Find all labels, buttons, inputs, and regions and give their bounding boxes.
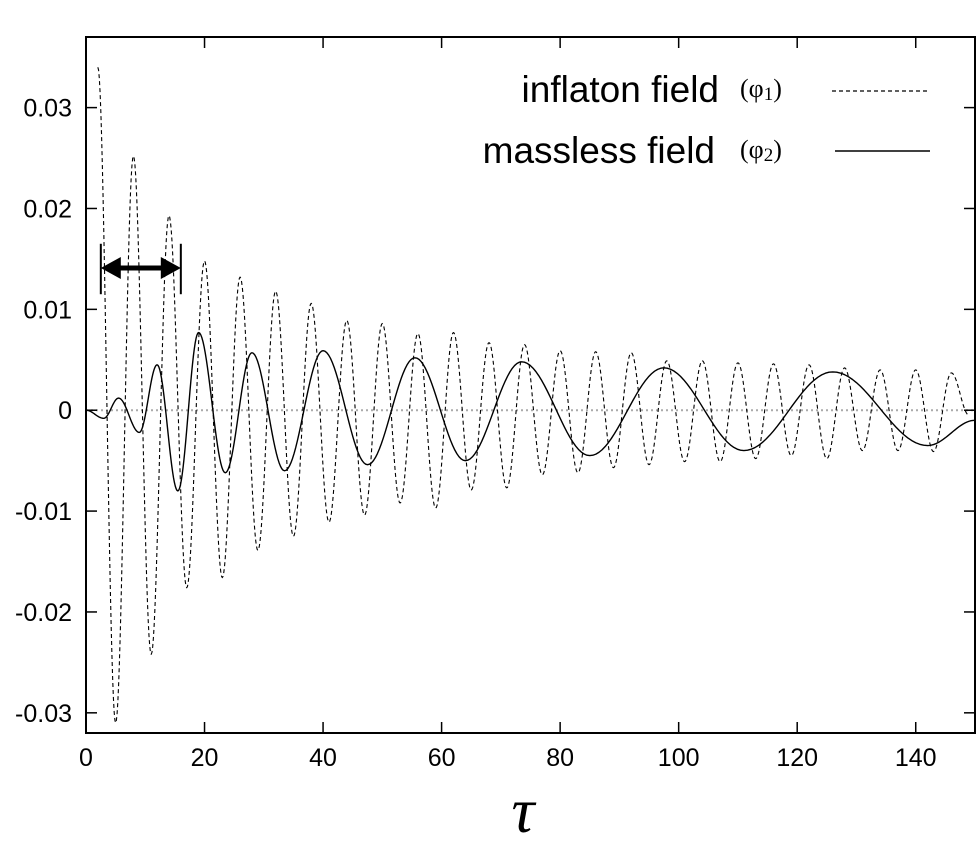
tick-labels: 0 20 40 60 80 100 120 140 -0.03 -0.02 -0.01 0 0.01 0.…	[15, 95, 937, 772]
y-tick-label: 0.01	[23, 296, 72, 324]
x-tick-label: 120	[776, 744, 818, 772]
series-line-massless	[85, 331, 976, 492]
x-tick-label: 20	[191, 744, 219, 772]
x-tick-label: 100	[658, 744, 700, 772]
legend-label-massless: massless field	[483, 130, 715, 171]
x-tick-label: 80	[546, 744, 574, 772]
series-line-inflaton	[97, 67, 970, 724]
legend-symbol-massless: (φ2)	[740, 135, 782, 166]
plot-frame	[85, 36, 976, 734]
annotation-arrowhead-left	[100, 256, 121, 279]
annotation-arrowhead-right	[160, 256, 181, 279]
axis-ticks	[85, 37, 975, 733]
y-tick-label: -0.03	[15, 700, 72, 728]
legend: inflaton field (φ1) massless field (φ2)	[483, 69, 930, 171]
x-tick-label: 60	[428, 744, 456, 772]
series-group	[85, 67, 976, 724]
legend-label-inflaton: inflaton field	[522, 69, 719, 110]
x-tick-label: 140	[895, 744, 937, 772]
legend-entry-massless: massless field (φ2)	[483, 130, 930, 171]
annotation	[99, 243, 182, 295]
legend-symbol-inflaton: (φ1)	[740, 74, 782, 105]
y-tick-label: -0.01	[15, 498, 72, 526]
x-axis-label: τ	[512, 775, 537, 846]
y-tick-label: 0.02	[23, 195, 72, 223]
y-tick-label: 0	[58, 397, 72, 425]
x-tick-label: 40	[309, 744, 337, 772]
legend-entry-inflaton: inflaton field (φ1)	[522, 69, 930, 110]
x-tick-label: 0	[79, 744, 93, 772]
y-tick-label: 0.03	[23, 95, 72, 123]
y-tick-label: -0.02	[15, 599, 72, 627]
